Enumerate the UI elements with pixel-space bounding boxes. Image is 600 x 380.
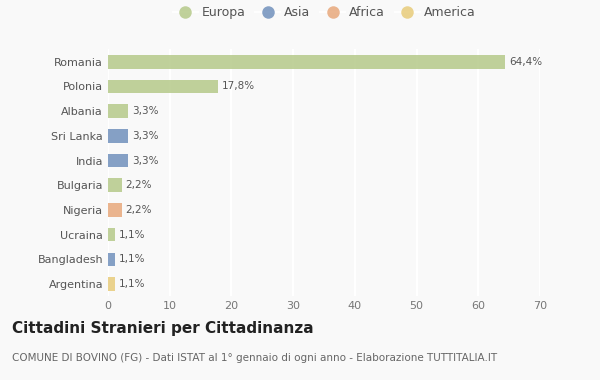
- Text: 2,2%: 2,2%: [125, 180, 152, 190]
- Text: 3,3%: 3,3%: [132, 106, 158, 116]
- Text: 64,4%: 64,4%: [509, 57, 542, 67]
- Bar: [108, 203, 122, 217]
- Text: 1,1%: 1,1%: [118, 279, 145, 289]
- Bar: [108, 55, 505, 68]
- Text: Cittadini Stranieri per Cittadinanza: Cittadini Stranieri per Cittadinanza: [12, 321, 314, 336]
- Text: 3,3%: 3,3%: [132, 155, 158, 166]
- Bar: [108, 253, 115, 266]
- Text: 1,1%: 1,1%: [118, 254, 145, 264]
- Bar: [108, 179, 122, 192]
- Text: 3,3%: 3,3%: [132, 131, 158, 141]
- Text: COMUNE DI BOVINO (FG) - Dati ISTAT al 1° gennaio di ogni anno - Elaborazione TUT: COMUNE DI BOVINO (FG) - Dati ISTAT al 1°…: [12, 353, 497, 363]
- Legend: Europa, Asia, Africa, America: Europa, Asia, Africa, America: [167, 1, 481, 24]
- Text: 1,1%: 1,1%: [118, 230, 145, 240]
- Bar: [108, 105, 128, 118]
- Bar: [108, 154, 128, 167]
- Bar: [108, 129, 128, 142]
- Text: 17,8%: 17,8%: [221, 81, 254, 92]
- Text: 2,2%: 2,2%: [125, 205, 152, 215]
- Bar: [108, 228, 115, 241]
- Bar: [108, 277, 115, 291]
- Bar: [108, 80, 218, 93]
